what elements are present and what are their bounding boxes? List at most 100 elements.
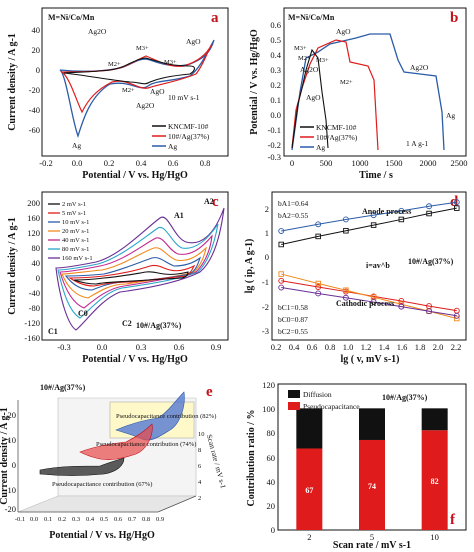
- legend-entry: 10 mV s-1: [62, 219, 89, 226]
- panel-f-ytick: 80: [267, 428, 276, 438]
- panel-b-xtick: 2000: [420, 158, 437, 168]
- panel-f-ytick: 0: [271, 525, 275, 535]
- bar-diffusion: [421, 408, 448, 431]
- panel-a-xtick: 0.2: [104, 158, 115, 168]
- panel-c-xtick: 0.6: [174, 342, 185, 352]
- cv-loop: [64, 256, 202, 291]
- annotation: M3+: [136, 45, 149, 52]
- panel-a-ytick: 20: [32, 45, 41, 55]
- panel-c-ylabel: Current density / A g-1: [7, 217, 18, 315]
- legend-entry: 160 mV s-1: [62, 255, 93, 262]
- panel-d-xtick: 0.6: [307, 342, 318, 352]
- panel-b-curve-kncmf: [291, 48, 329, 149]
- panel-e-xtick: 0.0: [30, 516, 38, 523]
- panel-d-ytick: -3: [262, 326, 269, 336]
- panel-e-surface-5: [79, 423, 153, 460]
- x-tick-label: 2: [307, 532, 311, 542]
- panel-c-ytick: -160: [24, 333, 40, 343]
- annotation: Ag2O: [300, 65, 319, 74]
- bar-pseudocapacitance: [421, 430, 448, 530]
- panel-f-ytick: 60: [267, 453, 276, 463]
- bar-data-label: 82: [431, 477, 439, 486]
- data-point: [343, 287, 349, 293]
- panel-e-ytick: 10: [8, 435, 17, 445]
- panel-b-ytick: 0.0: [270, 110, 281, 120]
- data-point: [370, 222, 377, 228]
- annotation: AgO: [336, 27, 351, 36]
- data-point: [370, 299, 377, 306]
- peak-label: C0: [78, 309, 88, 318]
- panel-b-xtick: 2500: [451, 158, 468, 168]
- annotation: Ag2O: [88, 27, 107, 36]
- panel-e-xtick: -0.1: [15, 516, 25, 523]
- panel-a-xtick: 0.0: [72, 158, 83, 168]
- panel-b-xtick: 1000: [352, 158, 369, 168]
- data-point: [426, 210, 432, 217]
- panel-a-frame: [41, 7, 229, 157]
- annotation: M3+: [316, 57, 329, 64]
- data-point: [453, 312, 460, 319]
- panel-d-b-cathode: bC2=0.55: [278, 327, 308, 336]
- bar-diffusion: [296, 408, 323, 449]
- panel-e-axis: [157, 495, 197, 513]
- panel-c-xticks: -0.3 0.0 0.3 0.6 0.9: [57, 342, 221, 352]
- panel-b-current: 1 A g-1: [406, 139, 428, 148]
- panel-e-yticks: 20 10 0 -10 -20: [5, 410, 16, 514]
- panel-d-xtick: 0.8: [325, 342, 336, 352]
- panel-e-xtick: 0.9: [156, 516, 164, 523]
- panel-b-ytick: 0.1: [270, 95, 281, 105]
- cv-loop: [68, 264, 196, 287]
- panel-e-xlabel: Potential / V vs. Hg/HgO: [49, 530, 155, 541]
- panel-c-ytick: 200: [27, 198, 40, 208]
- panel-b-curve-ag: [291, 33, 445, 151]
- panel-c: c 200 160 120 80 40 0 -40 -80 -120 -160 …: [7, 191, 229, 365]
- panel-d-equation: i=av^b: [366, 261, 390, 270]
- panel-d-ytick: 0: [265, 252, 269, 262]
- annotation: Ag2O: [136, 101, 155, 110]
- panel-d-anode-title: Anode process: [362, 207, 411, 216]
- panel-a-header: M=Ni/Co/Mn: [48, 13, 95, 22]
- annotation: AgO: [150, 87, 165, 96]
- panel-b-ytick: -0.2: [268, 140, 281, 150]
- fit-line: [281, 280, 457, 312]
- panel-e-xtick: 0.5: [100, 516, 108, 523]
- data-point: [454, 205, 460, 211]
- panel-c-legend: 2 mV s-1 5 mV s-1 10 mV s-1 20 mV s-1 40…: [48, 201, 93, 262]
- panel-a-xtick: -0.2: [39, 158, 52, 168]
- panel-c-xtick: 0.9: [211, 342, 222, 352]
- data-point: [278, 241, 284, 248]
- data-point: [453, 199, 460, 206]
- panel-c-ytick: 0: [36, 273, 40, 283]
- data-point: [278, 284, 285, 291]
- panel-c-xtick: 0.0: [97, 342, 108, 352]
- panel-c-ytick: 160: [27, 213, 40, 223]
- panel-b: b M=Ni/Co/Mn 0.6 0.5 0.4 0.3 0.2 0.1 0.0…: [249, 7, 468, 181]
- panel-d-cathode-title: Cathodic process: [336, 299, 394, 308]
- bar-data-label: 74: [368, 482, 376, 491]
- data-point: [278, 228, 285, 234]
- panel-a-xticks: -0.2 0.0 0.2 0.4 0.6 0.8: [39, 158, 210, 168]
- cv-loop: [55, 207, 225, 331]
- panel-a-label: a: [211, 10, 219, 26]
- panel-d-xtick: 0.2: [271, 342, 282, 352]
- legend-entry: Diffusion: [303, 390, 332, 399]
- panel-e-surface-2: [39, 457, 125, 476]
- panel-a-ytick: 40: [32, 25, 41, 35]
- panel-d-xtick: 1.8: [415, 342, 426, 352]
- data-point: [342, 216, 349, 223]
- annotation: Ag: [72, 141, 81, 150]
- x-tick-label: 10: [430, 532, 439, 542]
- bar-diffusion: [359, 408, 385, 440]
- panel-d-yticks: 2 1 0 -1 -2 -3: [262, 204, 269, 336]
- panel-e-sample: 10#/Ag(37%): [40, 383, 86, 392]
- panel-a-xtick: 0.6: [168, 158, 179, 168]
- data-point: [454, 315, 460, 322]
- data-point: [343, 227, 349, 234]
- panel-f-ytick: 100: [262, 404, 275, 414]
- bar-data-label: 67: [305, 486, 313, 495]
- peak-label: A1: [174, 211, 184, 220]
- panel-d-xtick: 2.0: [433, 342, 444, 352]
- panel-e-xtick: 0.2: [58, 516, 66, 523]
- panel-c-ytick: -40: [29, 288, 40, 298]
- annotation: M2+: [108, 61, 121, 68]
